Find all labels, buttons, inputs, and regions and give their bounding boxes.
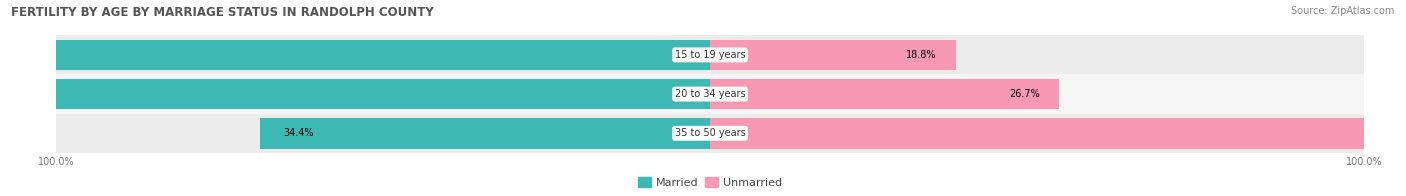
Text: Source: ZipAtlas.com: Source: ZipAtlas.com: [1291, 6, 1395, 16]
Bar: [0, 40, 710, 70]
Text: 26.7%: 26.7%: [1008, 89, 1039, 99]
Bar: [0, 79, 710, 109]
Text: 18.8%: 18.8%: [905, 50, 936, 60]
Text: 35 to 50 years: 35 to 50 years: [675, 128, 745, 138]
Bar: [710, 79, 1059, 109]
Bar: [56, 74, 1364, 114]
Legend: Married, Unmarried: Married, Unmarried: [634, 172, 786, 192]
Text: 20 to 34 years: 20 to 34 years: [675, 89, 745, 99]
Text: 15 to 19 years: 15 to 19 years: [675, 50, 745, 60]
Bar: [710, 40, 956, 70]
Bar: [56, 114, 1364, 153]
Bar: [260, 118, 710, 149]
Bar: [710, 118, 1406, 149]
Text: 34.4%: 34.4%: [284, 128, 315, 138]
Bar: [56, 35, 1364, 74]
Text: FERTILITY BY AGE BY MARRIAGE STATUS IN RANDOLPH COUNTY: FERTILITY BY AGE BY MARRIAGE STATUS IN R…: [11, 6, 434, 19]
